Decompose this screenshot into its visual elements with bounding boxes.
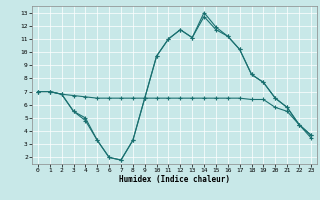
X-axis label: Humidex (Indice chaleur): Humidex (Indice chaleur) [119,175,230,184]
